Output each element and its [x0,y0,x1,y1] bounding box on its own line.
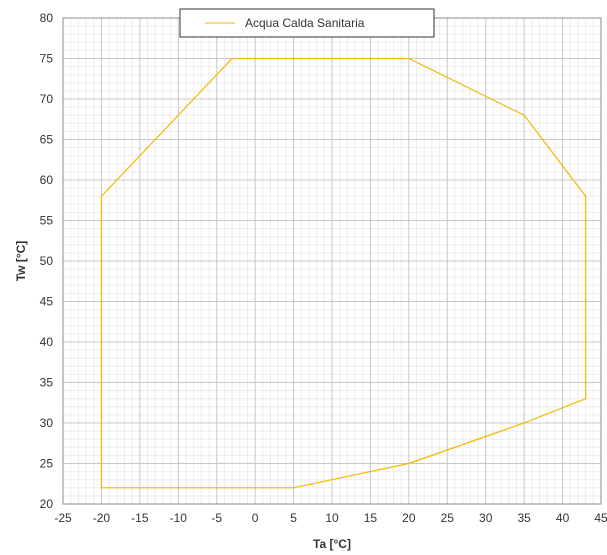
x-tick-label: 20 [402,511,416,525]
y-tick-label: 60 [40,173,54,187]
x-tick-label: -10 [170,511,188,525]
x-tick-label: -15 [131,511,149,525]
data-point [292,487,295,489]
y-tick-label: 55 [40,214,54,228]
series-layer [100,57,587,489]
y-tick-label: 70 [40,92,54,106]
data-point [585,195,587,197]
x-tick-label: 15 [364,511,378,525]
x-tick-label: -20 [93,511,111,525]
x-axis-title: Ta [°C] [313,537,351,551]
data-point [100,195,103,197]
data-point [408,462,410,465]
x-tick-label: -25 [54,511,72,525]
data-point [408,57,410,60]
data-point [523,422,525,424]
y-tick-label: 45 [40,295,54,309]
y-tick-label: 65 [40,133,54,147]
x-tick-label: 25 [441,511,455,525]
y-axis-tick-labels: 20 25 30 35 40 45 50 55 60 65 70 75 80 [40,11,54,511]
data-point [523,114,525,116]
x-tick-label: -5 [211,511,222,525]
x-tick-label: 40 [556,511,570,525]
y-tick-label: 40 [40,335,54,349]
x-tick-label: 30 [479,511,493,525]
y-tick-label: 25 [40,457,54,471]
x-tick-label: 35 [517,511,531,525]
legend-label-acqua-calda-sanitaria: Acqua Calda Sanitaria [245,16,365,30]
x-tick-label: 10 [325,511,339,525]
y-tick-label: 80 [40,11,54,25]
y-tick-label: 30 [40,416,54,430]
y-axis-title: Tw [°C] [14,241,28,282]
x-axis-tick-labels: -25 -20 -15 -10 -5 0 5 10 15 20 25 30 35 40 45 [54,511,607,525]
x-tick-label: 5 [290,511,297,525]
y-tick-label: 20 [40,497,54,511]
y-tick-label: 75 [40,52,54,66]
legend: Acqua Calda Sanitaria [179,8,435,38]
data-point [585,398,587,400]
x-tick-label: 45 [594,511,607,525]
y-tick-label: 35 [40,376,54,390]
y-tick-label: 50 [40,254,54,268]
x-tick-label: 0 [252,511,259,525]
data-point [231,57,233,60]
data-point [100,487,103,489]
